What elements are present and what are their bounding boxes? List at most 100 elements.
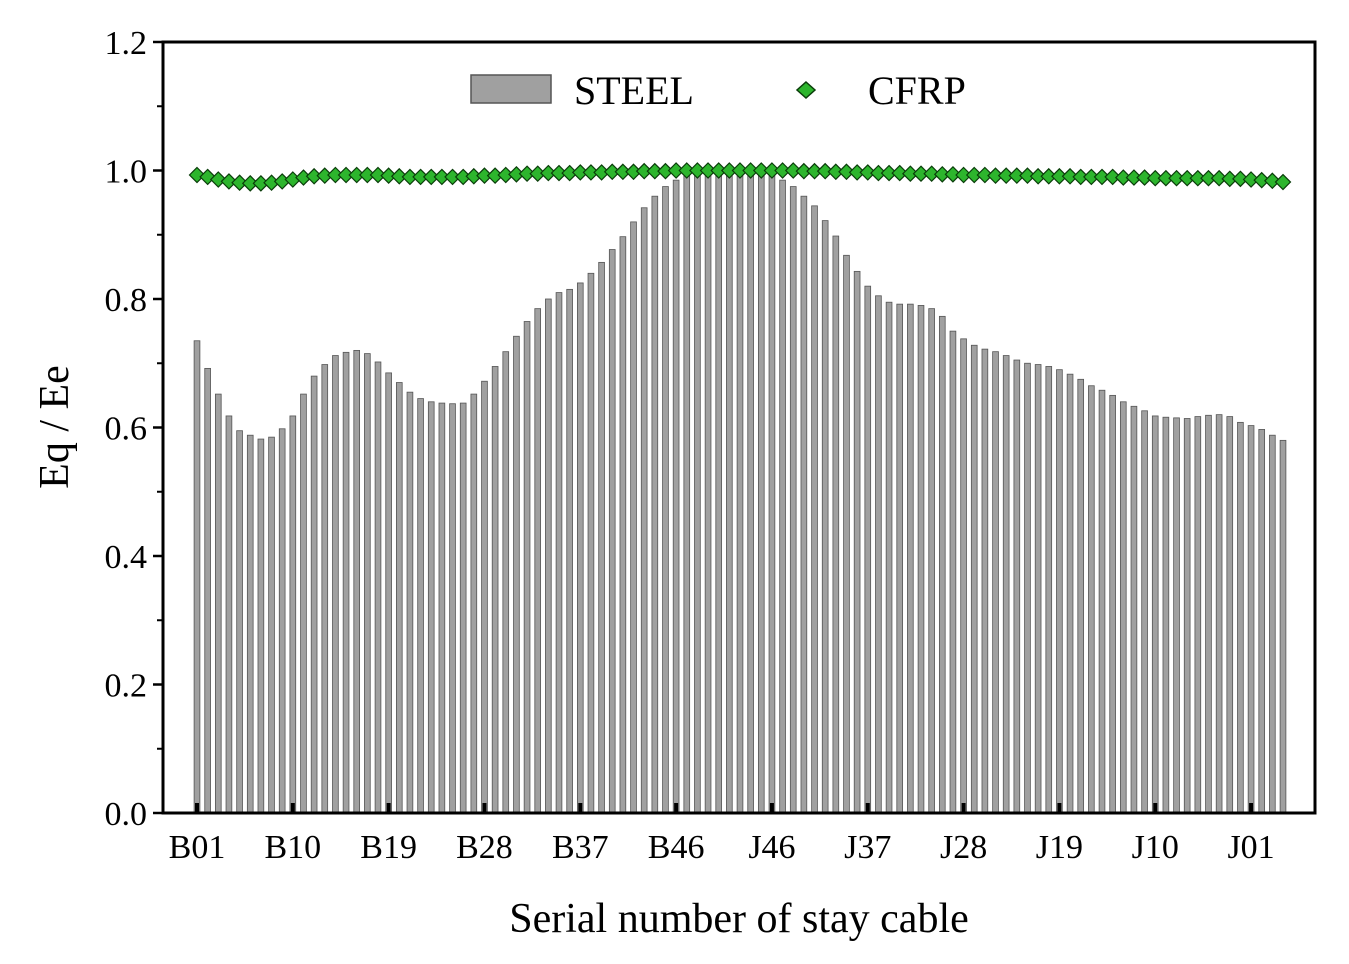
steel-bar	[427, 401, 435, 814]
steel-bar	[992, 351, 999, 814]
steel-bar	[310, 375, 318, 814]
steel-bar	[821, 220, 829, 814]
steel-bar	[1024, 362, 1031, 814]
steel-bar	[608, 249, 616, 814]
steel-bar	[1002, 355, 1010, 814]
steel-bar	[278, 428, 286, 814]
steel-bar	[1215, 414, 1223, 814]
steel-bar	[640, 207, 648, 814]
cfrp-marker	[1242, 171, 1260, 188]
plot-frame	[161, 40, 1317, 815]
steel-bar	[587, 272, 595, 814]
y-tick-label: 0.4	[105, 539, 148, 576]
steel-bar	[1034, 364, 1042, 814]
steel-bar	[768, 175, 776, 814]
cfrp-marker	[944, 166, 962, 183]
steel-bar	[1151, 415, 1159, 814]
steel-bar	[214, 393, 222, 814]
steel-bar	[704, 171, 712, 814]
steel-bar	[907, 303, 914, 814]
steel-bar	[789, 186, 797, 814]
legend: STEEL CFRP	[470, 68, 966, 113]
steel-bar	[651, 195, 659, 814]
x-tick-label: J10	[1132, 829, 1179, 866]
steel-bar	[811, 205, 818, 814]
steel-bar	[672, 179, 680, 814]
cfrp-marker	[1274, 173, 1292, 191]
steel-bar	[534, 308, 542, 814]
steel-bar	[683, 175, 691, 814]
steel-bar	[1194, 416, 1202, 814]
y-tick-label: 1.2	[105, 25, 148, 62]
steel-bar	[406, 391, 414, 814]
cfrp-markers	[188, 162, 1292, 192]
y-tick-label: 0.0	[105, 796, 148, 833]
steel-bar	[736, 170, 744, 814]
x-tick-label: B46	[648, 829, 705, 866]
steel-bar	[1098, 389, 1106, 814]
cfrp-marker	[923, 165, 940, 183]
steel-bar	[566, 288, 573, 814]
legend-steel-swatch	[470, 74, 552, 104]
x-axis-title: Serial number of stay cable	[509, 896, 969, 942]
steel-bar	[747, 171, 754, 814]
steel-bar	[1130, 405, 1138, 814]
steel-bar	[204, 367, 211, 814]
steel-bar	[1173, 417, 1180, 814]
steel-bar	[1258, 429, 1266, 814]
steel-bar	[417, 398, 424, 814]
y-axis-title: Eq / Ee	[32, 365, 78, 489]
steel-bar	[1045, 366, 1053, 814]
cfrp-marker	[188, 166, 206, 184]
cfrp-marker	[859, 164, 877, 181]
steel-bar	[1088, 385, 1095, 814]
steel-bar	[481, 380, 488, 814]
steel-bar	[864, 285, 872, 814]
steel-bar	[619, 236, 627, 814]
y-tick-label: 0.6	[105, 411, 148, 448]
steel-bar	[513, 335, 520, 814]
steel-bar	[875, 295, 882, 814]
steel-bar	[949, 330, 957, 814]
x-tick-label: B28	[456, 829, 513, 866]
steel-bar	[545, 298, 552, 814]
cfrp-marker	[1253, 171, 1271, 189]
steel-bar	[970, 344, 978, 814]
legend-cfrp-label: CFRP	[868, 68, 966, 113]
cfrp-marker	[1136, 169, 1153, 186]
steel-bar	[364, 353, 371, 814]
steel-bar	[1205, 414, 1212, 814]
steel-bar	[1237, 421, 1244, 814]
cfrp-marker	[838, 163, 855, 181]
steel-bar	[917, 305, 925, 814]
steel-bar	[1066, 373, 1074, 814]
steel-bar	[385, 372, 392, 814]
x-tick-label: B10	[264, 829, 321, 866]
steel-bar	[885, 301, 893, 814]
steel-bar	[832, 235, 840, 814]
steel-bar	[236, 430, 243, 814]
steel-bar	[726, 170, 733, 814]
cfrp-marker	[209, 171, 227, 188]
steel-bar	[523, 321, 531, 814]
steel-bar	[1141, 410, 1148, 814]
steel-bar	[715, 170, 723, 814]
steel-bar	[470, 393, 478, 814]
cfrp-marker	[231, 174, 248, 192]
steel-bar	[800, 195, 808, 814]
steel-bar	[1162, 416, 1170, 814]
steel-bar	[1226, 416, 1234, 814]
legend-cfrp-marker	[795, 80, 817, 100]
steel-bar	[438, 402, 446, 814]
x-tick-label: B37	[552, 829, 609, 866]
y-axis: 0.0 0.2 0.4 0.6 0.8 1.0 1.2	[105, 25, 163, 833]
cfrp-marker	[369, 166, 387, 184]
cfrp-marker	[1210, 169, 1228, 187]
steel-bar	[353, 349, 361, 814]
steel-bar	[246, 434, 254, 814]
steel-bar	[257, 438, 265, 814]
x-tick-label: B19	[360, 829, 417, 866]
x-tick-label: B01	[169, 829, 226, 866]
steel-bar	[342, 351, 350, 814]
